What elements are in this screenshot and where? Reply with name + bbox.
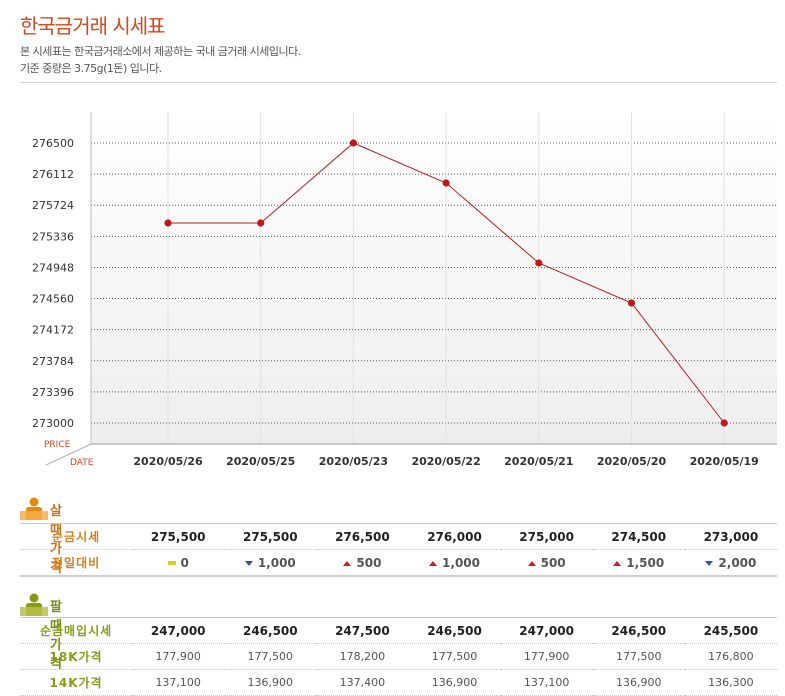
table-cell: 246,500	[592, 617, 685, 644]
top-divider	[20, 82, 777, 83]
table-row: 순금시세 275,500 275,500 276,500 276,000 275…	[20, 523, 777, 550]
x-tick-label: 2020/05/20	[597, 455, 667, 468]
data-point	[627, 299, 636, 307]
table-cell: 500	[316, 549, 409, 577]
data-point	[442, 179, 450, 187]
change-marker-icon	[705, 560, 714, 566]
table-cell: 178,200	[316, 643, 409, 670]
y-tick-label: 273784	[32, 355, 74, 368]
table-cell: 177,500	[592, 643, 685, 670]
data-point	[535, 259, 543, 267]
change-marker-icon	[343, 560, 352, 566]
table-cell: 177,900	[132, 643, 225, 670]
y-tick-label: 273396	[32, 386, 74, 399]
change-marker-icon	[244, 560, 253, 566]
table-cell: 245,500	[684, 617, 777, 644]
table-cell: 247,500	[316, 617, 409, 644]
plot-background	[91, 112, 777, 444]
change-marker-icon	[167, 561, 176, 565]
table-cell: 136,900	[408, 669, 501, 696]
data-point	[164, 219, 172, 227]
change-value: 500	[356, 555, 382, 570]
y-tick-label: 276112	[32, 168, 74, 181]
table-cell: 137,100	[500, 669, 593, 696]
y-axis-title: PRICE	[44, 440, 71, 450]
y-tick-label: 273000	[32, 417, 74, 430]
table-cell: 275,000	[500, 523, 593, 550]
description-line-1: 본 시세표는 한국금거래소에서 제공하는 국내 금거래 시세입니다.	[20, 45, 301, 58]
description-line-2: 기준 중량은 3.75g(1돈) 입니다.	[20, 62, 162, 75]
table-cell: 500	[500, 549, 593, 577]
person-icon	[20, 593, 48, 616]
change-value: 500	[540, 555, 566, 570]
table-cell: 273,000	[684, 523, 777, 550]
x-tick-label: 2020/05/19	[690, 455, 759, 468]
table-row: 순금매입시세 247,000 246,500 247,500 246,500 2…	[20, 617, 777, 644]
data-point	[349, 139, 357, 147]
change-marker-icon	[527, 560, 536, 566]
x-axis-title: DATE	[70, 458, 94, 468]
data-point	[720, 419, 728, 427]
table-cell: 246,500	[408, 617, 501, 644]
page-title: 한국금거래 시세표	[20, 14, 166, 38]
row-label: 순금시세	[20, 523, 133, 550]
row-label: 18K가격	[20, 643, 133, 670]
table-cell: 0	[132, 549, 225, 577]
table-cell: 177,900	[500, 643, 593, 670]
table-cell: 275,500	[224, 523, 317, 550]
change-value: 1,000	[257, 555, 296, 570]
y-tick-label: 275724	[32, 199, 74, 212]
y-tick-label: 275336	[32, 230, 74, 243]
row-label: 14K가격	[20, 669, 133, 696]
table-cell: 177,500	[224, 643, 317, 670]
table-row: 전일대비 0 1,000 500 1,000 500 1,500 2,000	[20, 549, 777, 577]
change-marker-icon	[613, 560, 622, 566]
table-cell: 136,300	[684, 669, 777, 696]
table-cell: 1,000	[408, 549, 501, 577]
table-cell: 1,500	[592, 549, 685, 577]
change-marker-icon	[429, 560, 438, 566]
data-point	[257, 219, 265, 227]
person-icon	[20, 497, 48, 520]
change-value: 2,000	[718, 555, 757, 570]
table-cell: 274,500	[592, 523, 685, 550]
table-cell: 2,000	[684, 549, 777, 577]
axis-corner-diagonal	[45, 443, 92, 466]
table-row: 14K가격 137,100 136,900 137,400 136,900 13…	[20, 669, 777, 696]
row-label: 순금매입시세	[20, 617, 133, 644]
change-value: 1,000	[442, 555, 480, 570]
buy-price-table: 순금매입시세 247,000 246,500 247,500 246,500 2…	[20, 617, 777, 696]
table-cell: 177,500	[408, 643, 501, 670]
table-cell: 176,800	[684, 643, 777, 670]
table-cell: 1,000	[224, 549, 317, 577]
x-tick-label: 2020/05/22	[411, 455, 480, 468]
table-row: 18K가격 177,900 177,500 178,200 177,500 17…	[20, 643, 777, 670]
row-label: 전일대비	[20, 549, 133, 577]
x-tick-label: 2020/05/25	[226, 455, 295, 468]
table-cell: 136,900	[592, 669, 685, 696]
table-cell: 136,900	[224, 669, 317, 696]
table-cell: 276,500	[316, 523, 409, 550]
sell-price-table: 순금시세 275,500 275,500 276,500 276,000 275…	[20, 523, 777, 577]
change-value: 1,500	[626, 555, 665, 570]
y-tick-label: 274172	[32, 324, 74, 337]
x-tick-label: 2020/05/23	[319, 455, 388, 468]
table-cell: 137,100	[132, 669, 225, 696]
change-value: 0	[180, 555, 189, 570]
x-tick-label: 2020/05/26	[133, 455, 203, 468]
table-cell: 246,500	[224, 617, 317, 644]
y-tick-label: 274948	[32, 261, 74, 274]
table-cell: 275,500	[132, 523, 225, 550]
table-cell: 137,400	[316, 669, 409, 696]
price-line-chart: 276500 276112 275724 275336 274948 274560 2741…	[32, 112, 777, 468]
y-tick-label: 274560	[32, 293, 74, 306]
x-tick-label: 2020/05/21	[504, 455, 573, 468]
table-cell: 276,000	[408, 523, 501, 550]
y-tick-label: 276500	[32, 137, 74, 150]
table-cell: 247,000	[500, 617, 593, 644]
table-cell: 247,000	[132, 617, 225, 644]
